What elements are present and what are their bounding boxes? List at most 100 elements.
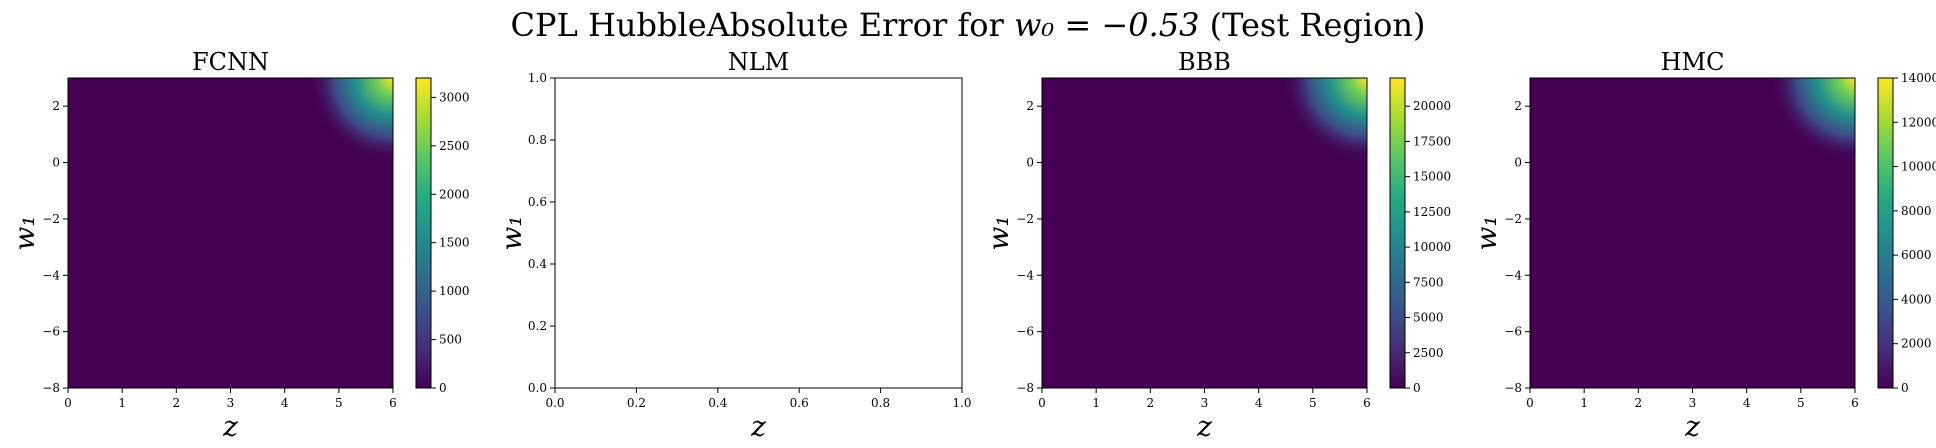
y-tick-label: −4 — [42, 268, 60, 282]
y-tick-label: −6 — [1504, 325, 1522, 339]
figure-title: CPL HubbleAbsolute Error for w₀ = −0.53 … — [511, 6, 1426, 44]
y-tick-label: 2 — [1514, 99, 1522, 113]
colorbar-tick-label: 2500 — [1413, 346, 1444, 360]
x-tick-label: 0.2 — [627, 396, 646, 410]
x-tick-label: 0 — [1526, 396, 1534, 410]
colorbar-tick-label: 20000 — [1413, 99, 1451, 113]
colorbar-tick-label: 12000 — [1901, 115, 1936, 129]
colorbar-tick-label: 2000 — [1901, 337, 1932, 351]
colorbar-tick-label: 4000 — [1901, 292, 1932, 306]
colorbar-tick-label: 17500 — [1413, 134, 1451, 148]
panels: 0 1 2 3 4 5 6−8−6−4−202FCNNzw₁0500100015002000… — [8, 48, 1936, 443]
x-axis-label: z — [1684, 410, 1700, 443]
panel-hmc: 0 1 2 3 4 5 6 −8 −6 −4 −2 0 2 HMC z w₁ 0 2000 4000 6000 8000… — [1470, 48, 1936, 443]
x-axis-label: z — [222, 410, 238, 443]
y-tick-label: −6 — [42, 325, 60, 339]
y-tick-label: 0.0 — [528, 381, 547, 395]
y-tick-label: −2 — [42, 212, 60, 226]
x-tick-label: 3 — [227, 396, 235, 410]
x-tick-label: 2 — [1147, 396, 1155, 410]
panel-title: NLM — [728, 48, 790, 76]
heatmap-hotspot — [1530, 78, 1855, 388]
x-tick-label: 1.0 — [952, 396, 971, 410]
x-tick-label: 2 — [173, 396, 181, 410]
y-tick-label: −6 — [1016, 325, 1034, 339]
y-axis-label: w₁ — [982, 215, 1015, 250]
heatmap-hotspot — [68, 78, 393, 388]
colorbar-tick-label: 2500 — [439, 139, 470, 153]
x-axis-label: z — [750, 410, 766, 443]
y-tick-label: −4 — [1504, 268, 1522, 282]
colorbar-body — [415, 77, 432, 389]
figure-title-math: w₀ = −0.53 — [1014, 6, 1199, 44]
x-tick-label: 0.6 — [790, 396, 809, 410]
colorbar: 0 2500 5000 7500 10000 12500 15000 17500 20000 — [1389, 77, 1451, 395]
colorbar-tick-label: 0 — [1901, 381, 1909, 395]
x-axis-label: z — [1196, 410, 1212, 443]
y-tick-label: 0.6 — [528, 195, 547, 209]
colorbar-body — [1877, 77, 1894, 389]
x-tick-label: 6 — [1851, 396, 1859, 410]
x-tick-label: 6 — [389, 396, 397, 410]
panel-title: FCNN — [192, 48, 269, 76]
y-tick-label: −2 — [1504, 212, 1522, 226]
colorbar-tick-label: 8000 — [1901, 204, 1932, 218]
x-tick-label: 0 — [1038, 396, 1046, 410]
colorbar-tick-label: 7500 — [1413, 275, 1444, 289]
panel-bbb: 0 1 2 3 4 5 6 −8 −6 −4 −2 0 2 BBB z w₁ 0 2500 5000 7500 1000… — [982, 48, 1451, 443]
y-tick-label: 1.0 — [528, 71, 547, 85]
panel-fcnn: 0 1 2 3 4 5 6 −8 −6 −4 −2 0 2 FCNN z w₁ 0 500 1000 1500 2000… — [8, 48, 470, 443]
colorbar-tick-label: 6000 — [1901, 248, 1932, 262]
y-tick-label: 2 — [52, 99, 60, 113]
panel-title: BBB — [1178, 48, 1231, 76]
x-tick-label: 1 — [1092, 396, 1100, 410]
y-axis-label: w₁ — [1470, 215, 1503, 250]
axes-frame — [554, 77, 963, 389]
colorbar-tick-label: 3000 — [439, 90, 470, 104]
x-tick-label: 0.4 — [708, 396, 727, 410]
x-tick-label: 5 — [1309, 396, 1317, 410]
panel-title: HMC — [1661, 48, 1725, 76]
y-tick-label: −8 — [1504, 381, 1522, 395]
figure-title-suffix: (Test Region) — [1199, 6, 1425, 44]
y-tick-label: 0.2 — [528, 319, 547, 333]
colorbar-tick-label: 10000 — [1901, 160, 1936, 174]
colorbar-tick-label: 15000 — [1413, 170, 1451, 184]
y-tick-label: −8 — [42, 381, 60, 395]
y-tick-label: 0.8 — [528, 133, 547, 147]
x-tick-label: 3 — [1201, 396, 1209, 410]
colorbar-tick-label: 1500 — [439, 236, 470, 250]
x-tick-label: 0 — [64, 396, 72, 410]
x-tick-label: 1 — [1580, 396, 1588, 410]
colorbar-tick-label: 0 — [1413, 381, 1421, 395]
heatmap-hotspot — [1042, 78, 1367, 388]
y-axis-label: w₁ — [8, 215, 41, 250]
colorbar: 0 500 1000 1500 2000 2500 3000 — [415, 77, 470, 395]
y-tick-label: −4 — [1016, 268, 1034, 282]
y-tick-label: 0.4 — [528, 257, 547, 271]
figure-title-prefix: CPL HubbleAbsolute Error for — [511, 6, 1014, 44]
colorbar-tick-label: 14000 — [1901, 71, 1936, 85]
x-tick-label: 4 — [1743, 396, 1751, 410]
y-tick-label: 0 — [52, 156, 60, 170]
y-tick-label: −2 — [1016, 212, 1034, 226]
colorbar-tick-label: 500 — [439, 333, 462, 347]
y-tick-label: 0 — [1026, 156, 1034, 170]
colorbar-body — [1389, 77, 1406, 389]
x-tick-label: 0.0 — [545, 396, 564, 410]
colorbar-tick-label: 1000 — [439, 284, 470, 298]
panel-nlm: 0.0 0.2 0.4 0.6 0.8 1.0 0.0 0.2 0.4 0.6 0.8 1.0 NLM z… — [495, 48, 972, 443]
x-tick-label: 0.8 — [871, 396, 890, 410]
colorbar: 0 2000 4000 6000 8000 10000 12000 14000 — [1877, 71, 1936, 395]
y-axis-label: w₁ — [495, 215, 528, 250]
y-tick-label: 0 — [1514, 156, 1522, 170]
colorbar-tick-label: 0 — [439, 381, 447, 395]
colorbar-tick-label: 5000 — [1413, 311, 1444, 325]
x-tick-label: 1 — [118, 396, 126, 410]
empty-plot-area — [555, 78, 962, 388]
y-tick-label: −8 — [1016, 381, 1034, 395]
colorbar-tick-label: 12500 — [1413, 205, 1451, 219]
x-tick-label: 3 — [1689, 396, 1697, 410]
x-tick-label: 4 — [1255, 396, 1263, 410]
